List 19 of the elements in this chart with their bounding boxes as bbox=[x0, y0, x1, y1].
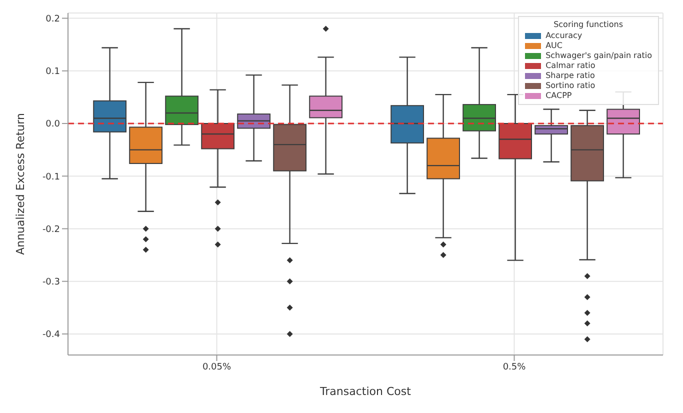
legend-label: Sharpe ratio bbox=[546, 71, 595, 81]
y-tick-label: 0.1 bbox=[46, 67, 60, 78]
x-tick-label: 0.05% bbox=[202, 362, 232, 372]
y-tick-label: -0.3 bbox=[42, 278, 60, 288]
x-axis-title: Transaction Cost bbox=[319, 385, 412, 398]
legend-title: Scoring functions bbox=[552, 20, 624, 29]
y-tick-label: -0.2 bbox=[42, 224, 60, 235]
y-tick-label: 0.2 bbox=[46, 14, 60, 24]
y-tick-label: -0.1 bbox=[42, 172, 60, 182]
legend-label: AUC bbox=[546, 41, 562, 51]
legend-label: Calmar ratio bbox=[546, 61, 596, 71]
y-tick-label: -0.4 bbox=[42, 330, 60, 340]
legend-label: Schwager's gain/pain ratio bbox=[546, 51, 652, 61]
legend-label: Accuracy bbox=[546, 31, 582, 41]
x-tick-label: 0.5% bbox=[502, 362, 526, 372]
legend-label: Sortino ratio bbox=[546, 81, 596, 91]
y-axis-title: Annualized Excess Return bbox=[14, 113, 27, 255]
legend-label: CACPP bbox=[546, 91, 572, 101]
y-tick-label: 0.0 bbox=[46, 120, 60, 130]
